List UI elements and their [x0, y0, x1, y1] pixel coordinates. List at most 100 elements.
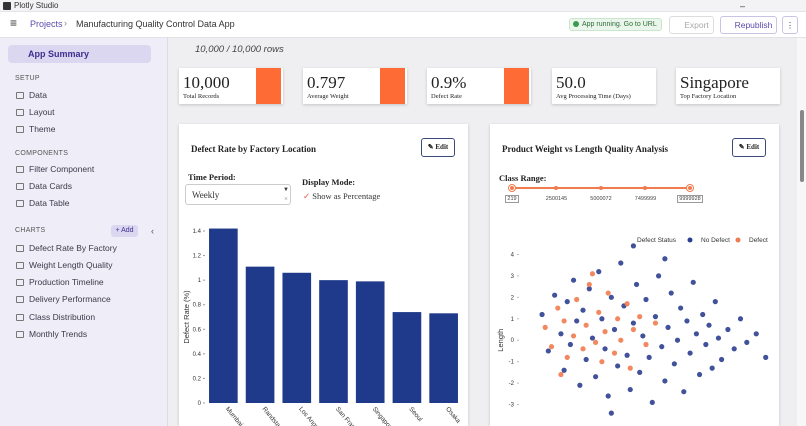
mark-value: 9999928 [677, 195, 703, 203]
y-tick-label: 0.2 [193, 376, 202, 382]
scatter-point [700, 311, 706, 318]
x-tick-label: San Franci [334, 406, 360, 426]
kpi-card: 50.0 Avg Processing Time (Days) [552, 68, 656, 104]
scatter-point [678, 305, 684, 311]
slider-mark [554, 186, 559, 190]
nav-item[interactable]: Class Distribution [16, 312, 95, 322]
nav-item[interactable]: Defect Rate By Factory [16, 243, 117, 253]
nav-label: Defect Rate By Factory [29, 243, 117, 253]
checkbox-label: Show as Percentage [312, 191, 381, 201]
scatter-point [624, 352, 630, 358]
scatter-point [539, 311, 545, 318]
bar [245, 266, 275, 403]
scatter-point [593, 374, 599, 380]
nav-item[interactable]: Monthly Trends [16, 329, 87, 339]
legend-marker[interactable] [735, 237, 741, 243]
slider-mark-label: 2500145 [531, 196, 581, 202]
scatter-point [687, 350, 693, 356]
nav-icon [16, 279, 24, 286]
scatter-point [618, 337, 624, 343]
scatter-point [624, 301, 630, 307]
nav-item[interactable]: Weight Length Quality [16, 260, 112, 270]
y-tick-label: 1.2 [193, 254, 202, 260]
legend-label[interactable]: No Defect [701, 237, 730, 244]
bar [355, 281, 385, 403]
bar [392, 312, 422, 403]
kpi-card: 10,000 Total Records [179, 68, 283, 104]
nav-item[interactable]: Filter Component [16, 164, 94, 174]
scatter-point [593, 339, 599, 345]
nav-item[interactable]: Layout [16, 107, 55, 117]
y-tick-label: 4 [511, 252, 515, 258]
y-tick-label: 2 [511, 295, 515, 301]
legend-label[interactable]: Defect [749, 237, 768, 244]
nav-item-active[interactable]: App Summary [8, 45, 151, 63]
nav-item[interactable]: Data Cards [16, 181, 72, 191]
scatter-point [693, 331, 699, 337]
legend-marker[interactable] [687, 237, 693, 243]
scatter-point [580, 307, 586, 313]
kpi-label: Defect Rate [431, 93, 462, 100]
nav-label: Filter Component [29, 164, 95, 174]
nav-item[interactable]: Data Table [16, 198, 69, 208]
y-tick-label: -3 [509, 403, 515, 409]
select-value: Weekly [192, 190, 220, 200]
kpi-value: 0.9% [431, 73, 467, 92]
scatter-point [763, 354, 769, 360]
scatter-point [662, 256, 668, 262]
scatter-point [583, 356, 589, 363]
nav-label: Monthly Trends [29, 329, 88, 339]
scatter-point [684, 318, 690, 324]
slider-mark-label: 5000072 [576, 196, 626, 202]
scrollbar[interactable] [797, 38, 806, 426]
slider-mark [688, 186, 692, 190]
nav-item[interactable]: Data [16, 90, 47, 100]
menu-button[interactable]: ≡ [10, 16, 18, 30]
edit-button[interactable]: ✎ Edit [421, 138, 455, 157]
row-count: 10,000 / 10,000 rows [195, 44, 284, 55]
header: ≡ Projects › Manufacturing Quality Contr… [0, 12, 806, 38]
range-slider[interactable]: 219 2500145 5000072 7499999 9999928 [490, 180, 779, 210]
scatter-point [681, 389, 687, 395]
kpi-label: Avg Processing Time (Days) [556, 93, 631, 100]
breadcrumb-separator: › [64, 18, 67, 28]
percentage-checkbox[interactable]: ✓ Show as Percentage [303, 191, 381, 201]
scatter-point [574, 318, 580, 324]
nav-icon [16, 183, 24, 190]
nav-item[interactable]: Theme [16, 124, 55, 134]
section-title: CHARTS [15, 227, 46, 234]
scatter-point [611, 326, 618, 333]
y-tick-label: 1 [511, 317, 515, 323]
scatter-point [545, 348, 551, 354]
breadcrumb-link[interactable]: Projects [30, 19, 63, 29]
mark-value: 7499999 [634, 196, 657, 202]
scatter-point [548, 344, 555, 350]
collapse-button[interactable]: ‹ [151, 226, 154, 236]
nav-icon [16, 109, 24, 116]
nav-label: Data [29, 90, 47, 100]
nav-item[interactable]: Delivery Performance [16, 294, 111, 304]
scatter-point [753, 331, 759, 337]
republish-button[interactable]: Republish [720, 16, 777, 34]
add-button[interactable]: + Add [111, 225, 138, 237]
edit-button[interactable]: ✎ Edit [732, 138, 766, 157]
export-button[interactable]: Export [669, 16, 714, 34]
scatter-point [630, 243, 636, 249]
scatter-point [608, 294, 614, 300]
status-badge[interactable]: App running. Go to URL [569, 18, 662, 31]
app-icon [3, 2, 11, 10]
scatter-point [652, 314, 659, 320]
scatter-point [640, 333, 646, 339]
time-period-select[interactable]: Weekly ▼ × [185, 184, 291, 205]
more-button[interactable]: ⋮ [782, 16, 798, 34]
scatter-point [659, 344, 665, 350]
scroll-thumb[interactable] [800, 110, 804, 182]
card-title: Product Weight vs Length Quality Analysi… [502, 144, 668, 154]
nav-label: Weight Length Quality [29, 260, 113, 270]
scatter-point [583, 322, 589, 328]
card-title: Defect Rate by Factory Location [191, 144, 316, 154]
nav-item[interactable]: Production Timeline [16, 277, 104, 287]
scatter-point [596, 309, 602, 315]
bar [282, 272, 312, 403]
